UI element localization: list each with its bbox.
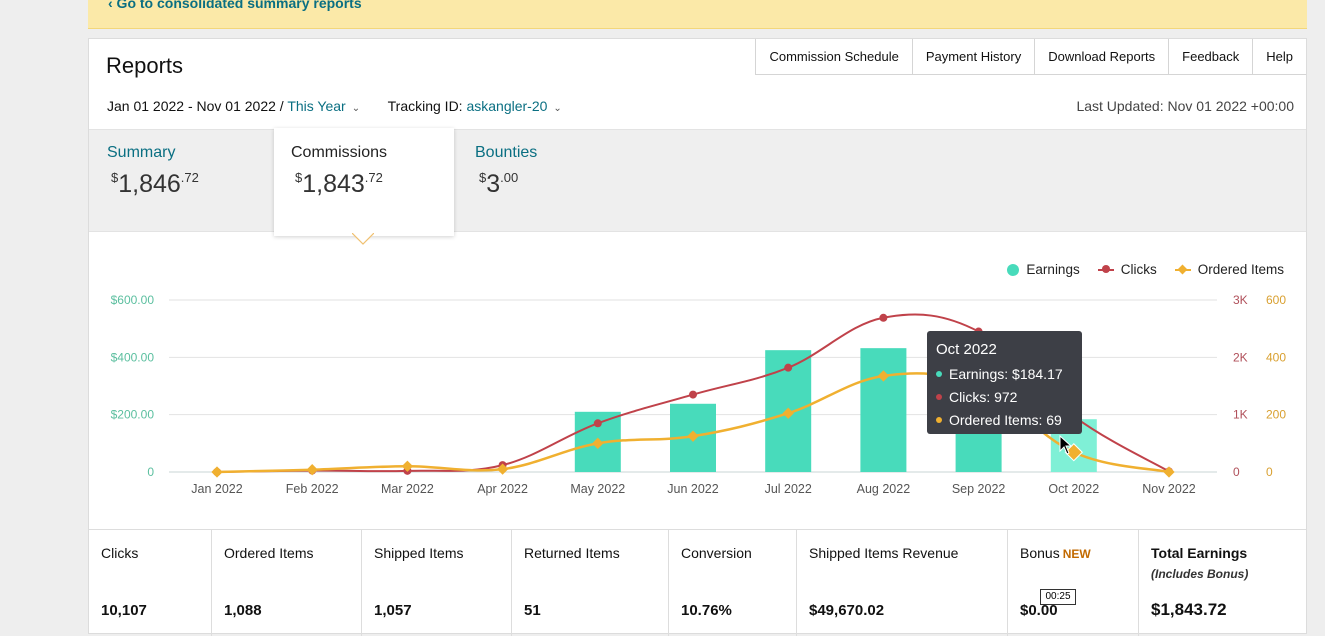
y-right-ordered-tick-label: 200 bbox=[1266, 408, 1286, 422]
consolidated-reports-link[interactable]: ‹ Go to consolidated summary reports bbox=[108, 0, 362, 11]
ordered-items-point bbox=[592, 437, 604, 449]
top-tab-bar: Commission Schedule Payment History Down… bbox=[755, 39, 1306, 75]
summary-band: Summary $1,846.72 Commissions $1,843.72 … bbox=[89, 128, 1306, 236]
stat-clicks: Clicks 10,107 bbox=[89, 530, 212, 636]
last-updated: Last Updated: Nov 01 2022 +00:00 bbox=[1076, 98, 1294, 114]
stats-row: Clicks 10,107 Ordered Items 1,088 Shippe… bbox=[89, 529, 1306, 636]
x-tick-label: Jun 2022 bbox=[667, 482, 718, 496]
earnings-chart: 0 0 0 $200.00 1K 200 $400.00 2K 400 $600.00 3K 600 J… bbox=[89, 232, 1306, 529]
ordered-items-point bbox=[1163, 466, 1175, 478]
x-tick-label: Feb 2022 bbox=[286, 482, 339, 496]
ordered-items-point bbox=[687, 430, 699, 442]
tracking-id-dropdown[interactable]: askangler-20 bbox=[466, 98, 548, 114]
y-left-tick-label: 0 bbox=[147, 465, 154, 479]
date-filter-row: Jan 01 2022 - Nov 01 2022 / This Year ⌄ T… bbox=[107, 98, 562, 114]
date-range-text: Jan 01 2022 - Nov 01 2022 / bbox=[107, 98, 288, 114]
chevron-down-icon[interactable]: ⌄ bbox=[351, 103, 361, 114]
tracking-label: Tracking ID: bbox=[387, 98, 467, 114]
x-tick-label: Aug 2022 bbox=[857, 482, 911, 496]
x-tick-label: Nov 2022 bbox=[1142, 482, 1196, 496]
x-tick-label: Jul 2022 bbox=[765, 482, 812, 496]
x-tick-label: Mar 2022 bbox=[381, 482, 434, 496]
ordered-items-point bbox=[496, 463, 509, 475]
ordered-items-line-icon bbox=[1174, 264, 1191, 274]
tab-feedback[interactable]: Feedback bbox=[1168, 39, 1253, 75]
tab-commissions[interactable]: Commissions $1,843.72 bbox=[274, 128, 454, 236]
y-right-clicks-tick-label: 2K bbox=[1233, 350, 1248, 364]
period-dropdown[interactable]: This Year bbox=[287, 98, 346, 114]
tab-download-reports[interactable]: Download Reports bbox=[1034, 39, 1169, 75]
stat-conversion: Conversion 10.76% bbox=[669, 530, 797, 636]
y-right-ordered-tick-label: 400 bbox=[1266, 350, 1286, 364]
clicks-line-icon bbox=[1097, 264, 1114, 273]
new-badge: NEW bbox=[1062, 547, 1091, 561]
ordered-items-point bbox=[877, 370, 890, 382]
x-tick-label: May 2022 bbox=[570, 482, 625, 496]
stat-returned-items: Returned Items 51 bbox=[512, 530, 669, 636]
y-right-ordered-tick-label: 600 bbox=[1266, 293, 1286, 307]
tooltip-ordered: Ordered Items: 69 bbox=[936, 409, 1073, 432]
tab-summary-label: Summary bbox=[107, 144, 176, 161]
earnings-dot-icon bbox=[1007, 263, 1020, 276]
y-right-clicks-tick-label: 1K bbox=[1233, 408, 1248, 422]
y-left-tick-label: $200.00 bbox=[111, 408, 155, 422]
x-tick-label: Sep 2022 bbox=[952, 482, 1006, 496]
commissions-amount: $1,843.72 bbox=[295, 170, 383, 198]
x-tick-label: Jan 2022 bbox=[191, 482, 242, 496]
reports-card: Reports Commission Schedule Payment Hist… bbox=[88, 38, 1307, 636]
tooltip-earnings: Earnings: $184.17 bbox=[936, 363, 1073, 386]
clicks-point bbox=[593, 419, 602, 428]
chevron-down-icon[interactable]: ⌄ bbox=[553, 103, 562, 114]
ordered-items-point bbox=[306, 464, 318, 476]
ordered-items-point bbox=[1064, 443, 1083, 462]
ordered-items-point bbox=[782, 407, 794, 419]
x-tick-label: Oct 2022 bbox=[1048, 482, 1099, 496]
stat-shipped-items: Shipped Items 1,057 bbox=[362, 530, 512, 636]
y-right-clicks-tick-label: 0 bbox=[1233, 465, 1240, 479]
tooltip-title: Oct 2022 bbox=[936, 341, 997, 358]
tooltip-clicks: Clicks: 972 bbox=[936, 386, 1073, 409]
mouse-cursor-icon bbox=[1059, 435, 1073, 455]
clicks-point bbox=[689, 390, 697, 399]
y-right-ordered-tick-label: 0 bbox=[1266, 465, 1273, 479]
y-left-tick-label: $600.00 bbox=[111, 293, 155, 307]
y-left-tick-label: $400.00 bbox=[111, 350, 155, 364]
summary-banner: ‹ Go to consolidated summary reports bbox=[88, 0, 1307, 29]
chart-legend: Earnings Clicks Ordered Items bbox=[989, 262, 1284, 277]
stat-shipped-revenue: Shipped Items Revenue $49,670.02 bbox=[797, 530, 1008, 636]
tab-summary[interactable]: Summary $1,846.72 bbox=[107, 130, 272, 233]
legend-earnings[interactable]: Earnings bbox=[1007, 262, 1080, 277]
page-title: Reports bbox=[106, 53, 184, 78]
ordered-items-point bbox=[211, 466, 223, 478]
tab-commission-schedule[interactable]: Commission Schedule bbox=[755, 39, 912, 75]
ordered-items-point bbox=[401, 460, 414, 472]
stat-bonus: Bonus NEW $0.00 bbox=[1008, 530, 1139, 636]
summary-amount: $1,846.72 bbox=[111, 170, 199, 198]
x-tick-label: Apr 2022 bbox=[477, 482, 528, 496]
earnings-bar bbox=[860, 348, 907, 472]
clicks-point bbox=[784, 363, 793, 372]
stat-ordered-items: Ordered Items 1,088 bbox=[212, 530, 362, 636]
tab-help[interactable]: Help bbox=[1252, 39, 1306, 75]
stat-total-earnings: Total Earnings (Includes Bonus) $1,843.7… bbox=[1151, 545, 1249, 619]
legend-ordered-items[interactable]: Ordered Items bbox=[1174, 262, 1284, 277]
clicks-point bbox=[879, 313, 888, 322]
bounties-amount: $3.00 bbox=[479, 170, 519, 198]
chart-svg: 0 0 0 $200.00 1K 200 $400.00 2K 400 $600.00 3K 600 J… bbox=[111, 293, 1287, 496]
active-tab-caret bbox=[352, 233, 374, 245]
tab-commissions-label: Commissions bbox=[291, 144, 388, 161]
video-timer: 00:25 bbox=[1040, 589, 1076, 605]
tab-payment-history[interactable]: Payment History bbox=[911, 39, 1035, 75]
tab-bounties[interactable]: Bounties $3.00 bbox=[475, 130, 625, 233]
tab-bounties-label: Bounties bbox=[475, 144, 538, 161]
y-right-clicks-tick-label: 3K bbox=[1233, 293, 1248, 307]
legend-clicks[interactable]: Clicks bbox=[1097, 262, 1157, 277]
chart-tooltip: Oct 2022 Earnings: $184.17 Clicks: 972 O… bbox=[927, 331, 1082, 434]
